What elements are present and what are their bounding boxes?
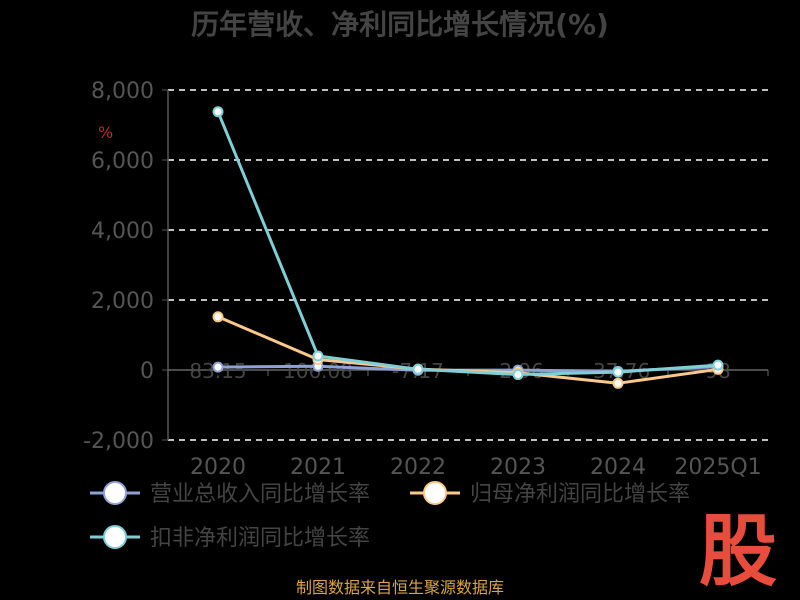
y-tick-label: 0 xyxy=(140,359,154,384)
legend-swatch-marker xyxy=(423,481,447,505)
x-tick-label: 2024 xyxy=(590,455,646,480)
legend-label: 扣非净利润同比增长率 xyxy=(150,526,370,551)
x-tick-label: 2022 xyxy=(390,455,446,480)
legend-label: 归母净利润同比增长率 xyxy=(470,482,690,507)
legend-item[interactable]: 营业总收入同比增长率 xyxy=(90,481,370,507)
logo-mark: 股 xyxy=(699,507,777,597)
series-3 xyxy=(212,106,724,381)
source-note: 制图数据来自恒生聚源数据库 xyxy=(296,578,504,597)
y-tick-label: -2,000 xyxy=(83,429,154,454)
y-axis-ticks: 8,000 6,000 4,000 2,000 0 -2,000 xyxy=(83,79,168,454)
series-group: 83.15106.08-7.17-2.96-37.7698 xyxy=(189,106,731,389)
data-point xyxy=(312,350,324,362)
gridlines xyxy=(168,89,768,441)
y-tick-label: 4,000 xyxy=(91,219,154,244)
legend-label: 营业总收入同比增长率 xyxy=(150,482,370,507)
y-tick-label: 6,000 xyxy=(91,149,154,174)
x-tick-label: 2025Q1 xyxy=(674,455,761,480)
legend-item[interactable]: 扣非净利润同比增长率 xyxy=(90,525,370,551)
legend-swatch-marker xyxy=(103,481,127,505)
y-tick-label: 8,000 xyxy=(91,79,154,104)
data-point xyxy=(512,369,524,381)
chart-title: 历年营收、净利同比增长情况(%) xyxy=(191,8,609,41)
axes xyxy=(167,90,768,440)
x-axis-ticks: 2020 2021 2022 2023 2024 2025Q1 xyxy=(167,370,769,480)
unit-label: % xyxy=(98,123,113,142)
x-tick-label: 2021 xyxy=(290,455,346,480)
legend-item[interactable]: 归母净利润同比增长率 xyxy=(410,481,690,507)
data-point xyxy=(212,106,224,118)
data-point xyxy=(612,377,624,389)
legend-swatch-marker xyxy=(103,525,127,549)
data-point xyxy=(412,363,424,375)
x-tick-label: 2023 xyxy=(490,455,546,480)
data-point xyxy=(612,366,624,378)
series-line xyxy=(216,111,719,377)
data-point xyxy=(212,311,224,323)
x-tick-label: 2020 xyxy=(190,455,246,480)
data-point xyxy=(212,361,224,373)
y-tick-label: 2,000 xyxy=(91,289,154,314)
data-point xyxy=(712,359,724,371)
